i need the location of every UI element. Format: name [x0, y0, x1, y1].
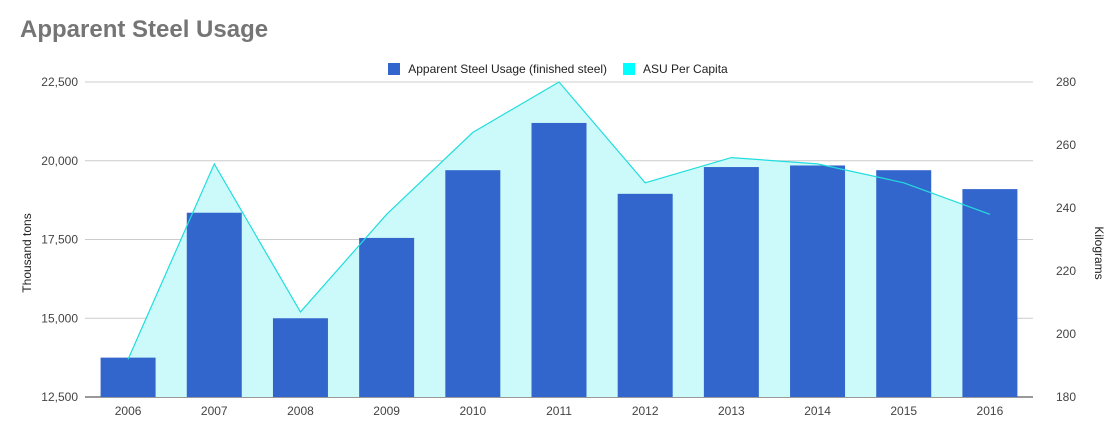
y-right-tick-label: 260 [1056, 138, 1076, 152]
y-right-tick-label: 240 [1056, 201, 1076, 215]
x-tick-label: 2011 [546, 404, 572, 418]
axes: 12,500 15,000 17,500 20,000 22,500 180 200 220 2… [41, 75, 1076, 418]
y-left-tick-label: 22,500 [41, 75, 78, 89]
x-tick-label: 2006 [115, 404, 142, 418]
legend-swatch-bars [388, 63, 401, 75]
legend-label-bars: Apparent Steel Usage (finished steel) [408, 62, 608, 76]
bar-2014[interactable] [790, 165, 846, 397]
bar-2013[interactable] [703, 167, 759, 397]
bar-2006[interactable] [100, 357, 156, 397]
x-tick-label: 2010 [459, 404, 486, 418]
y-left-tick-label: 17,500 [41, 233, 78, 247]
bar-2011[interactable] [531, 122, 587, 397]
y-right-tick-label: 280 [1056, 75, 1076, 89]
y-axis-right-title: Kilograms [1092, 226, 1106, 279]
legend-swatch-per-capita [623, 63, 636, 75]
per-capita-line [127, 81, 991, 360]
bar-2016[interactable] [962, 189, 1018, 397]
x-tick-label: 2012 [632, 404, 659, 418]
y-left-tick-label: 20,000 [41, 154, 78, 168]
y-left-tick-label: 12,500 [41, 390, 78, 404]
x-tick-label: 2008 [287, 404, 314, 418]
bar-2008[interactable] [272, 318, 328, 397]
y-axis-left-title: Thousand tons [20, 213, 34, 292]
bar-2007[interactable] [186, 212, 242, 397]
legend-item-bars[interactable]: Apparent Steel Usage (finished steel) [388, 62, 607, 76]
x-tick-label: 2007 [201, 404, 228, 418]
chart-title: Apparent Steel Usage [20, 16, 269, 43]
x-tick-label: 2015 [890, 404, 917, 418]
bar-2010[interactable] [445, 170, 501, 397]
y-right-tick-label: 220 [1056, 264, 1076, 278]
legend-item-per-capita[interactable]: ASU Per Capita [623, 62, 728, 76]
x-tick-label: 2014 [804, 404, 831, 418]
legend: Apparent Steel Usage (finished steel) AS… [0, 60, 1116, 78]
y-right-tick-label: 180 [1056, 390, 1076, 404]
bar-2015[interactable] [876, 170, 932, 397]
y-left-tick-label: 15,000 [41, 311, 78, 325]
y-right-tick-label: 200 [1056, 327, 1076, 341]
legend-label-per-capita: ASU Per Capita [643, 62, 728, 76]
bar-series [100, 122, 1018, 397]
x-tick-label: 2016 [977, 404, 1004, 418]
bar-2012[interactable] [617, 193, 673, 397]
x-tick-label: 2013 [718, 404, 745, 418]
bar-2009[interactable] [359, 237, 415, 397]
x-tick-label: 2009 [373, 404, 400, 418]
